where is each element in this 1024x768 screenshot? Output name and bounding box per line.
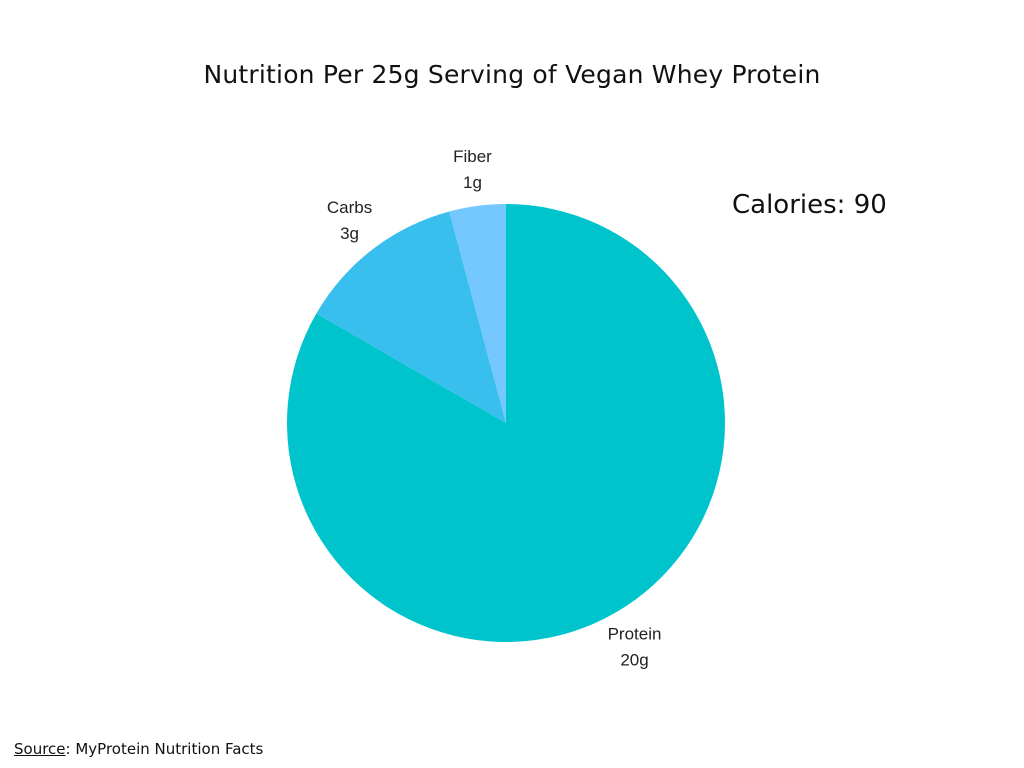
pie-slice-carbs: [316, 211, 506, 423]
source-label: Source: [14, 740, 66, 758]
pie-slice-protein: [286, 204, 725, 642]
chart-title: Nutrition Per 25g Serving of Vegan Whey …: [203, 60, 821, 89]
slice-label-fiber: Fiber: [453, 147, 492, 166]
source-note: Source: MyProtein Nutrition Facts: [14, 740, 263, 758]
slice-value-carbs: 3g: [340, 224, 359, 243]
slice-value-fiber: 1g: [463, 173, 482, 192]
slice-label-carbs: Carbs: [327, 198, 372, 217]
calories-annotation: Calories: 90: [732, 190, 887, 220]
slice-value-protein: 20g: [620, 651, 648, 670]
pie-slices: [286, 204, 725, 642]
pie-slice-fiber: [449, 204, 506, 423]
pie-labels: Protein 20g Carbs 3g Fiber 1g: [327, 147, 662, 669]
source-text: : MyProtein Nutrition Facts: [65, 740, 264, 758]
slice-label-protein: Protein: [608, 625, 662, 644]
